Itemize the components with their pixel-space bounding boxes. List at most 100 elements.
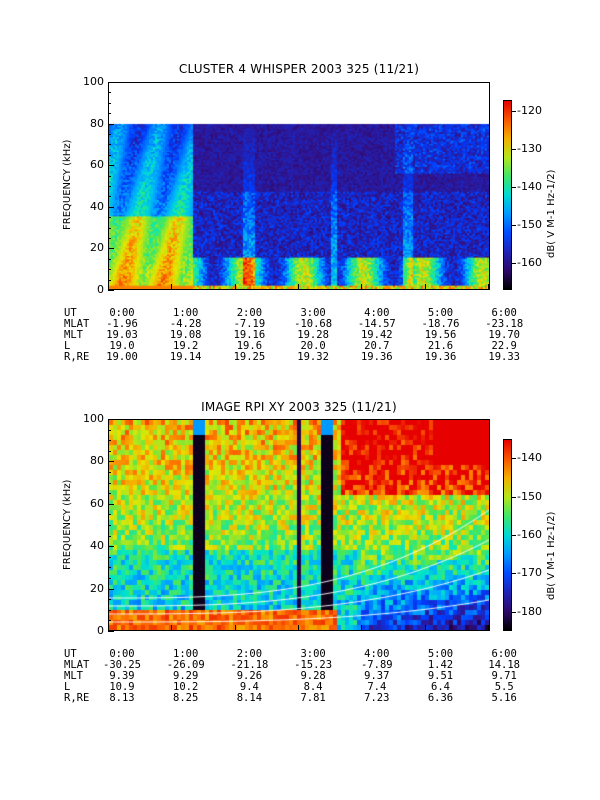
y-tick	[108, 546, 114, 548]
ephemeris-value: 19.42	[360, 329, 393, 341]
colorbar-tick-label: -160	[517, 528, 542, 541]
y-tick	[108, 206, 114, 208]
colorbar-tick	[512, 187, 516, 189]
x-tick	[424, 625, 426, 631]
y-minor-tick	[108, 609, 111, 611]
ephemeris-value: 19.03	[106, 329, 138, 341]
y-minor-tick	[108, 269, 111, 271]
ephemeris-value: 1:00	[173, 648, 199, 660]
ephemeris-label: MLAT	[64, 318, 90, 330]
ephemeris-value: 1:00	[173, 307, 199, 319]
ephemeris-value: 9.28	[300, 670, 326, 682]
y-minor-tick	[108, 578, 111, 579]
y-tick-label: 20	[90, 241, 104, 255]
ephemeris-value: 5:00	[427, 307, 454, 319]
ephemeris-label: L	[64, 340, 71, 352]
ephemeris-value: 8.4	[303, 681, 323, 693]
y-tick-label: 40	[90, 539, 104, 553]
ephemeris-value: -7.89	[360, 659, 393, 671]
x-tick	[361, 625, 363, 631]
y-minor-tick	[108, 102, 111, 104]
y-minor-tick	[108, 196, 111, 198]
y-minor-tick	[108, 92, 111, 94]
ephemeris-value: 9.4	[239, 681, 259, 693]
x-tick	[171, 625, 173, 631]
ephemeris-value: -26.09	[166, 659, 205, 671]
colorbar-tick-label: -130	[517, 142, 542, 156]
colorbar-tick-label: -120	[517, 104, 542, 118]
ephemeris-value: 2:00	[236, 648, 263, 660]
y-minor-tick	[108, 429, 111, 431]
ephemeris-value: 8.25	[173, 692, 199, 704]
ephemeris-value: 5.5	[494, 681, 514, 693]
ephemeris-value: -4.28	[169, 318, 202, 330]
colorbar-tick-label: -160	[517, 256, 542, 270]
ephemeris-value: 9.51	[427, 670, 454, 682]
colorbar-tick	[512, 111, 516, 113]
x-tick	[488, 625, 489, 631]
ephemeris-value: 19.14	[169, 351, 202, 363]
spectrogram-plot	[108, 82, 490, 290]
y-minor-tick	[108, 217, 111, 219]
ephemeris-value: 2:00	[236, 307, 263, 319]
y-minor-tick	[108, 482, 111, 484]
y-minor-tick	[108, 493, 111, 495]
ephemeris-value: 1.42	[427, 659, 454, 671]
y-axis-label: FREQUENCY (kHz)	[62, 139, 73, 230]
ephemeris-value: -1.96	[106, 318, 138, 330]
y-tick	[108, 290, 114, 291]
ephemeris-value: 19.00	[106, 351, 138, 363]
y-minor-tick	[108, 186, 111, 187]
ephemeris-table: UT 0:00 1:00 2:00 3:00 4:00 5:00 6:00 MLAT -30.25…	[64, 648, 520, 704]
ephemeris-value: 7.23	[364, 692, 390, 704]
ephemeris-label: R,RE	[64, 351, 90, 363]
ephemeris-label: MLT	[64, 670, 83, 682]
ephemeris-value: -18.76	[421, 318, 460, 330]
ephemeris-row: MLT 9.39 9.29 9.26 9.28 9.37 9.51 9.71	[64, 670, 517, 682]
ephemeris-value: 4:00	[364, 648, 390, 660]
colorbar-label: dB( V M-1 Hz-1/2)	[546, 511, 557, 600]
y-minor-tick	[108, 556, 111, 558]
colorbar	[503, 439, 512, 631]
y-minor-tick	[108, 175, 111, 177]
y-minor-tick	[108, 134, 111, 135]
ephemeris-value: 9.26	[236, 670, 263, 682]
ephemeris-value: 8.13	[109, 692, 135, 704]
ephemeris-value: -7.19	[233, 318, 266, 330]
y-tick-label: 100	[83, 75, 104, 88]
y-tick-label: 80	[90, 454, 104, 468]
y-minor-tick	[108, 144, 111, 146]
y-minor-tick	[108, 450, 111, 452]
colorbar-tick	[512, 263, 516, 265]
colorbar-label: dB( V M-1 Hz-1/2)	[546, 169, 557, 258]
colorbar-tick	[512, 149, 516, 151]
ephemeris-label: L	[64, 681, 71, 693]
ephemeris-label: MLT	[64, 329, 83, 341]
ephemeris-value: 20.7	[364, 340, 390, 352]
colorbar	[503, 100, 512, 290]
ephemeris-value: 8.14	[236, 692, 263, 704]
ephemeris-row: L 10.9 10.2 9.4 8.4 7.4 6.4 5.5	[64, 681, 514, 693]
ephemeris-value: 21.6	[427, 340, 454, 352]
y-tick	[108, 419, 114, 420]
ephemeris-row: L 19.0 19.2 19.6 20.0 20.7 21.6 22.9	[64, 340, 517, 352]
y-tick-label: 100	[83, 412, 104, 425]
colorbar-tick-label: -180	[517, 604, 542, 618]
x-tick	[171, 284, 173, 290]
y-minor-tick	[108, 472, 111, 473]
y-tick	[108, 82, 114, 83]
spectrogram-canvas	[109, 420, 489, 630]
colorbar-tick	[512, 611, 516, 613]
x-tick	[234, 625, 236, 631]
colorbar-tick	[512, 225, 516, 227]
y-tick-label: 60	[90, 496, 104, 510]
y-minor-tick	[108, 227, 111, 229]
ephemeris-value: -14.57	[357, 318, 396, 330]
ephemeris-value: 19.36	[424, 351, 457, 363]
ephemeris-label: UT	[64, 307, 77, 319]
y-tick-label: 0	[97, 624, 104, 637]
ephemeris-value: -21.18	[230, 659, 269, 671]
ephemeris-value: -15.23	[294, 659, 333, 671]
x-tick	[424, 284, 426, 290]
ephemeris-value: 6:00	[491, 307, 517, 319]
